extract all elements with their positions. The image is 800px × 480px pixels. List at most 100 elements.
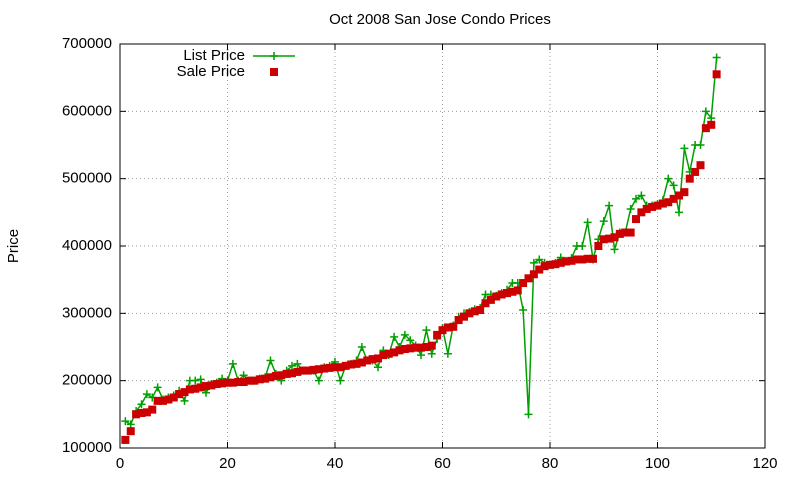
sale-point [583,254,592,263]
sale-point [159,396,167,405]
list-point [288,361,296,370]
sale-point [707,120,716,129]
sale-point [427,341,436,350]
list-point [599,217,608,226]
list-point [153,383,162,392]
sale-point [712,70,721,79]
sale-point [562,257,571,266]
sale-point [132,410,141,419]
list-point [578,242,587,250]
list-point [669,181,678,190]
sale-point [492,292,501,301]
list-point [228,359,237,368]
sale-point [309,365,318,374]
sale-point [234,378,243,387]
sale-point [202,382,210,391]
list-point [142,390,151,399]
x-tick-label: 60 [434,455,451,472]
sale-point [400,345,409,354]
sale-point [519,279,528,288]
list-point [293,359,302,368]
sale-point [207,381,216,390]
sale-point [266,373,275,382]
sale-point [615,229,624,238]
sale-point [503,289,511,298]
sale-point [363,356,372,365]
sale-point [438,326,447,335]
x-tick-label: 100 [645,455,670,472]
sale-point [255,375,264,384]
x-tick-label: 80 [542,455,559,472]
list-point [406,336,415,345]
sale-point [282,369,291,378]
list-point [707,114,716,123]
list-point [712,53,721,62]
sale-point [341,361,350,370]
x-tick-label: 20 [219,455,236,472]
y-tick-label: 400000 [62,237,112,254]
chart-title: Oct 2008 San Jose Condo Prices [329,11,551,28]
sale-point [556,258,565,267]
y-tick-label: 700000 [62,35,112,52]
sale-point [513,286,522,295]
sale-point [390,348,399,357]
sale-point [653,201,662,210]
legend-label: Sale Price [177,63,245,80]
sale-point [481,299,490,308]
legend-point [270,68,278,76]
sale-point [304,366,313,375]
sale-point [610,233,619,242]
sale-point [422,343,431,351]
list-point [336,376,345,385]
sale-point [142,408,151,417]
sale-point [470,307,479,316]
x-tick-label: 40 [327,455,344,472]
sale-point [169,393,178,402]
legend-label: List Price [183,47,245,64]
sale-point [121,435,130,444]
legend-point [270,52,278,60]
sale-point [153,396,162,405]
sale-point [664,198,673,207]
sale-point [137,408,146,417]
list-point [626,204,635,213]
sale-point [164,395,173,404]
y-axis-label: Price [5,229,22,263]
sale-point [691,167,700,176]
sale-point [417,343,425,352]
sale-point [196,383,205,392]
sale-point [572,255,581,264]
list-point [121,417,130,426]
sale-point [245,376,253,385]
list-point [605,201,614,210]
sale-point [298,366,307,375]
list-point [632,194,640,203]
list-point [180,396,189,405]
x-tick-label: 120 [752,455,777,472]
sale-point [578,255,587,264]
sale-point [454,316,463,325]
list-point [664,174,673,183]
sale-point [239,378,248,387]
sale-point [658,199,667,208]
sale-point [352,359,361,368]
list-point [314,376,323,385]
sale-point [680,188,689,197]
sale-point [632,215,640,224]
y-tick-label: 500000 [62,170,112,187]
sale-point [218,379,227,388]
list-point [357,343,366,351]
sale-point [228,378,237,387]
sale-point [605,234,614,243]
list-point [196,375,205,384]
sale-point [411,343,420,352]
sale-point [320,364,329,373]
sale-point [621,228,630,237]
list-point [191,376,200,385]
y-tick-label: 600000 [62,102,112,119]
sale-point [331,363,339,372]
sale-point [250,376,259,385]
sale-point [288,369,296,378]
list-point [266,356,275,365]
